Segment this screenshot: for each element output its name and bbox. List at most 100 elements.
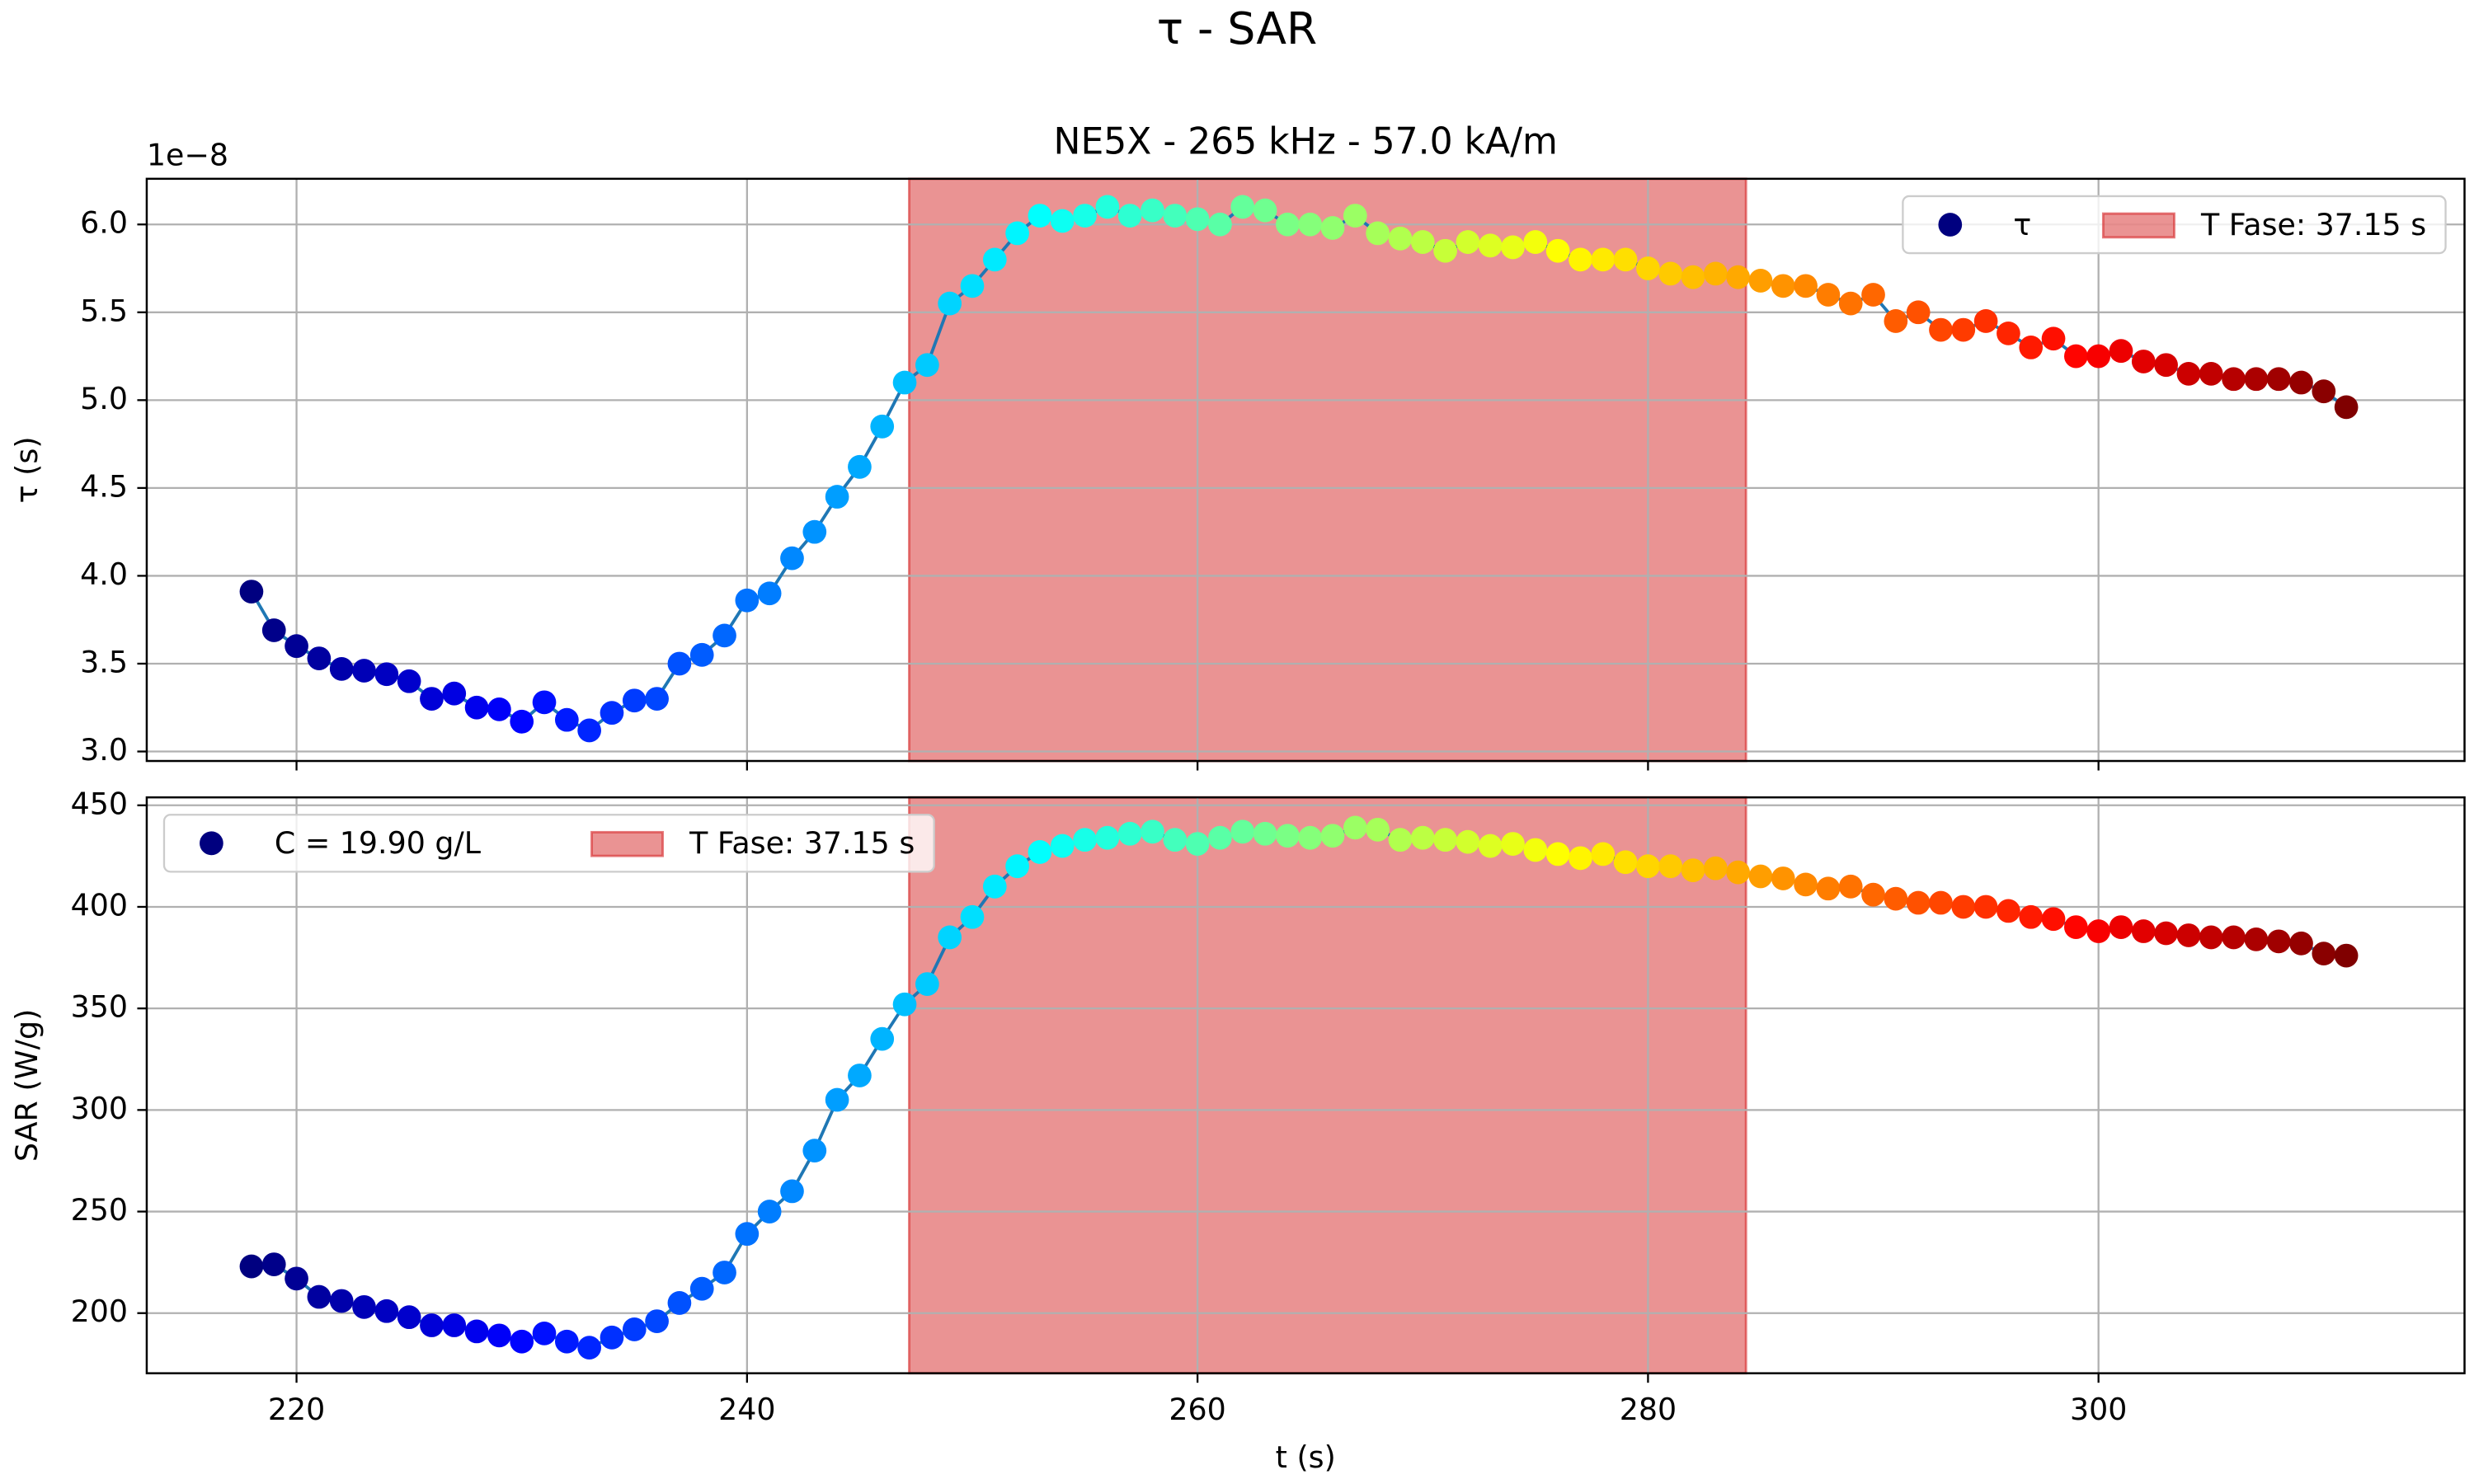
data-point: [307, 1284, 332, 1309]
data-point: [2222, 367, 2246, 392]
data-point: [577, 1336, 601, 1360]
data-point: [510, 1329, 534, 1354]
data-point: [1005, 854, 1029, 879]
y-tick-label: 400: [71, 887, 128, 923]
data-point: [2244, 927, 2269, 951]
data-point: [622, 1317, 647, 1341]
data-point: [667, 651, 692, 676]
y-tick-label: 4.0: [80, 556, 128, 592]
legend-patch: [2101, 212, 2175, 239]
data-point: [600, 1325, 624, 1350]
legend-label: T Fase: 37.15 s: [2200, 207, 2426, 242]
data-point: [2154, 921, 2178, 946]
data-point: [2334, 395, 2359, 420]
data-point: [532, 1321, 557, 1345]
data-point: [713, 1261, 736, 1284]
data-point: [1005, 221, 1029, 246]
data-point: [1906, 300, 1931, 325]
data-point: [1050, 209, 1075, 233]
data-point: [1951, 317, 1976, 342]
data-point: [2222, 925, 2246, 950]
data-point: [2131, 919, 2156, 943]
data-point: [1997, 899, 2020, 923]
data-point: [2109, 915, 2133, 939]
data-point: [2109, 339, 2133, 364]
data-point: [1613, 850, 1638, 875]
data-point: [2176, 923, 2201, 947]
y-tick-label: 6.0: [80, 205, 128, 241]
data-point: [1545, 238, 1570, 263]
data-point: [1861, 882, 1885, 907]
x-tick-label: 240: [718, 1392, 775, 1427]
data-point: [1748, 269, 1773, 293]
data-point: [329, 1289, 354, 1313]
data-point: [2154, 353, 2178, 378]
data-point: [1073, 828, 1097, 852]
axes-frame: [145, 796, 2466, 1374]
data-point: [982, 247, 1007, 272]
data-point: [2041, 326, 2066, 351]
y-axis-label: SAR (W/g): [9, 1009, 45, 1162]
data-point: [2266, 367, 2291, 392]
y-tick-label: 350: [71, 989, 128, 1025]
data-point: [2199, 361, 2223, 386]
data-point: [2086, 919, 2111, 943]
data-point: [374, 1298, 399, 1323]
data-point: [1748, 864, 1773, 889]
data-point: [487, 1323, 511, 1348]
data-point: [2244, 367, 2269, 392]
data-point: [1388, 226, 1413, 251]
data-point: [1726, 860, 1751, 885]
data-point: [2289, 931, 2313, 956]
data-point: [1681, 858, 1705, 883]
x-axis-label: t (s): [1276, 1439, 1336, 1475]
data-point: [1703, 856, 1728, 881]
data-point: [1973, 895, 1998, 919]
data-point: [1253, 198, 1277, 223]
data-point: [2019, 904, 2044, 929]
phase-span: [908, 796, 1747, 1375]
data-point: [487, 697, 511, 721]
data-point: [1141, 198, 1164, 223]
axes-title: NE5X - 265 kHz - 57.0 kA/m: [1054, 121, 1558, 163]
data-point: [870, 1026, 895, 1051]
data-point: [1028, 840, 1052, 864]
data-point: [464, 695, 489, 720]
data-point: [442, 1313, 467, 1337]
data-point: [1681, 265, 1705, 289]
data-point: [1343, 204, 1367, 228]
data-point: [1276, 212, 1300, 237]
data-point: [239, 580, 264, 604]
legend-label: C = 19.90 g/L: [275, 825, 482, 861]
y-axis-label: τ (s): [9, 436, 45, 503]
data-point: [285, 1266, 308, 1291]
data-point: [667, 1291, 692, 1315]
data-point: [802, 519, 827, 544]
data-point: [420, 687, 444, 711]
data-point: [1320, 216, 1345, 240]
data-point: [892, 992, 917, 1017]
data-point: [1591, 842, 1616, 866]
data-point: [2131, 350, 2156, 373]
data-point: [757, 1200, 782, 1223]
data-point: [1771, 274, 1795, 298]
legend-patch: [590, 830, 665, 857]
data-point: [1658, 261, 1683, 286]
data-point: [307, 646, 332, 670]
data-point: [261, 1252, 286, 1277]
legend-label: T Fase: 37.15 s: [689, 825, 915, 861]
data-point: [1298, 825, 1323, 850]
data-point: [352, 1294, 376, 1319]
data-point: [780, 1179, 804, 1204]
data-point: [1141, 819, 1164, 844]
data-point: [1884, 309, 1908, 333]
data-point: [1253, 821, 1277, 846]
data-point: [1343, 815, 1367, 840]
data-point: [1838, 291, 1863, 316]
data-point: [1117, 821, 1142, 846]
data-point: [689, 1276, 714, 1301]
data-point: [2041, 907, 2066, 932]
data-point: [1095, 195, 1120, 219]
y-tick-label: 3.5: [80, 644, 128, 679]
data-point: [1703, 261, 1728, 286]
